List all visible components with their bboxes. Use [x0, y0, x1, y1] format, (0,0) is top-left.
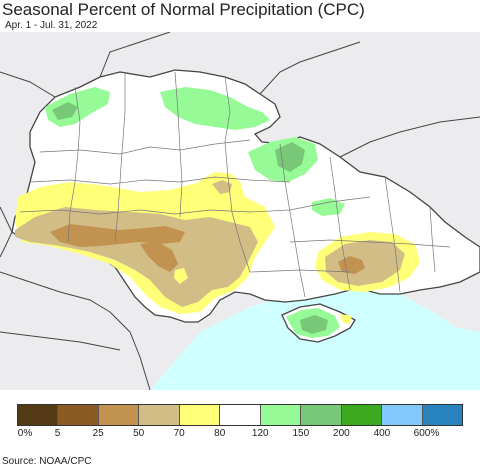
oblast-boundaries [19, 71, 451, 298]
legend-swatch [18, 405, 59, 425]
legend-tick-label: 25 [92, 428, 104, 439]
legend-tick-label: 80 [214, 428, 226, 439]
legend-tick-label: 70 [173, 428, 185, 439]
precip-25-50-south [140, 242, 178, 272]
legend-tick-label: 400 [373, 428, 391, 439]
legend-tick-label: 50 [133, 428, 145, 439]
legend-tick-label: 200 [333, 428, 350, 439]
precip-150-200-northwest [52, 102, 78, 120]
legend-tick-label: 120 [251, 428, 269, 439]
source-credit: Source: NOAA/CPC [2, 456, 92, 467]
legend-tick-label: 600% [413, 428, 440, 439]
country-borders [0, 32, 480, 390]
legend-swatch [220, 405, 261, 425]
color-legend [17, 404, 463, 426]
precip-120-150-east [312, 198, 345, 216]
legend-tick-label: 0% [17, 428, 33, 439]
legend-swatch [422, 405, 462, 425]
map-title: Seasonal Percent of Normal Precipitation… [2, 0, 365, 19]
legend-swatch [382, 405, 423, 425]
precip-50-70-east [325, 240, 405, 286]
legend-swatch [139, 405, 180, 425]
legend-swatch [301, 405, 342, 425]
legend-tick-label: 5 [54, 428, 61, 439]
date-range: Apr. 1 - Jul. 31, 2022 [5, 20, 98, 31]
precip-150-200-crimea [300, 315, 328, 334]
precip-120-150-north [160, 87, 270, 130]
legend-swatch [260, 405, 302, 425]
legend-tick-label: 150 [292, 428, 310, 439]
legend-ticks: 0% 5 25 50 70 80 120 150 200 400 600% [0, 428, 480, 442]
legend-swatch [341, 405, 383, 425]
precip-70-80-crimea [340, 314, 352, 324]
legend-swatch [58, 405, 99, 425]
precip-50-70-center [212, 180, 232, 194]
precip-70-80-odesa [174, 268, 188, 284]
precip-25-50-west [50, 224, 185, 247]
precipitation-map [0, 32, 480, 390]
legend-swatch [98, 405, 140, 425]
legend-swatch [179, 405, 221, 425]
